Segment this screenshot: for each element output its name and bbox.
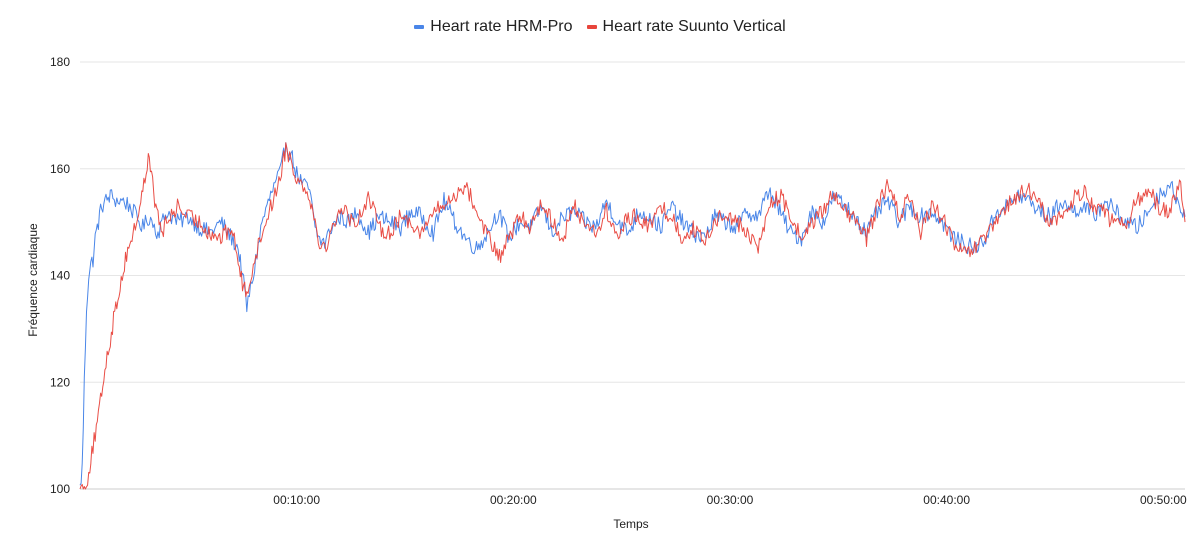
legend-swatch-suunto-vertical (586, 25, 597, 29)
x-tick-label: 00:40:00 (923, 493, 970, 507)
legend-label-suunto-vertical: Heart rate Suunto Vertical (602, 18, 786, 35)
x-axis-ticks: 00:10:00 00:20:00 00:30:00 00:40:00 00:50:00 (273, 493, 1187, 507)
grid (80, 61, 1185, 490)
legend-item-hrm-pro[interactable]: Heart rate HRM-Pro (414, 18, 573, 36)
y-axis-title: Fréquence cardiaque (26, 223, 40, 337)
x-tick-label: 00:50:00 (1140, 493, 1187, 507)
series-lines (79, 142, 1186, 490)
x-tick-label: 00:20:00 (490, 493, 537, 507)
x-tick-label: 00:30:00 (707, 493, 754, 507)
legend: Heart rate HRM-Pro Heart rate Suunto Ver… (0, 18, 1200, 36)
legend-swatch-hrm-pro (414, 25, 425, 29)
series-line-hrm-pro (79, 142, 1186, 486)
series-line-suunto-vertical (79, 142, 1186, 490)
y-tick-label: 140 (50, 269, 70, 283)
x-tick-label: 00:10:00 (273, 493, 320, 507)
y-tick-label: 120 (50, 375, 70, 389)
legend-item-suunto-vertical[interactable]: Heart rate Suunto Vertical (586, 18, 786, 36)
y-tick-label: 160 (50, 162, 70, 176)
y-tick-label: 100 (50, 482, 70, 496)
y-axis-ticks: 100 120 140 160 180 (50, 55, 70, 496)
x-axis-title: Temps (613, 517, 649, 531)
legend-label-hrm-pro: Heart rate HRM-Pro (430, 18, 573, 35)
y-tick-label: 180 (50, 55, 70, 69)
